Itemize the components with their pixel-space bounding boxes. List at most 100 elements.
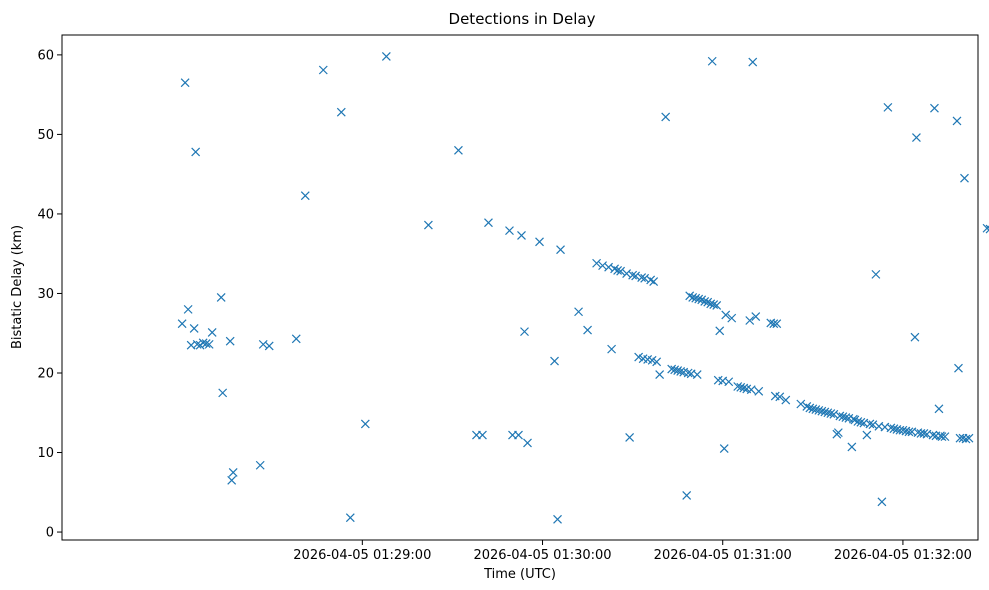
data-point	[982, 223, 989, 233]
y-tick-label: 0	[46, 526, 54, 541]
data-point	[227, 475, 237, 485]
data-point	[751, 312, 761, 321]
data-point	[796, 399, 806, 409]
data-point	[204, 339, 214, 349]
y-tick-label: 10	[37, 446, 54, 461]
data-point	[805, 403, 815, 413]
data-point	[535, 237, 544, 247]
data-point	[733, 382, 743, 391]
data-point	[255, 460, 265, 470]
data-point	[877, 497, 887, 507]
data-point	[781, 395, 791, 405]
data-point	[655, 370, 665, 380]
data-point	[694, 294, 704, 304]
y-axis-label: Bistatic Delay (km)	[10, 225, 25, 349]
data-point	[871, 269, 881, 279]
data-point	[814, 405, 824, 415]
data-point	[360, 419, 370, 429]
data-point	[746, 385, 756, 395]
data-point	[318, 65, 328, 75]
data-point	[201, 339, 211, 348]
data-point	[225, 336, 235, 346]
x-axis: 2026-04-05 01:29:00 2026-04-05 01:30:00 20…	[293, 540, 972, 563]
data-point	[228, 467, 238, 477]
data-point	[700, 296, 710, 306]
data-point	[833, 428, 843, 438]
data-point	[670, 365, 680, 375]
data-point	[607, 344, 617, 354]
data-point	[739, 383, 749, 393]
data-point	[550, 356, 559, 366]
data-point	[553, 514, 562, 524]
data-point	[937, 432, 947, 442]
data-point	[930, 103, 939, 113]
data-point	[736, 382, 746, 392]
data-point	[754, 386, 764, 396]
data-point	[904, 427, 914, 437]
data-point	[291, 334, 301, 344]
data-point	[868, 420, 878, 430]
data-point	[198, 338, 208, 348]
data-point	[853, 417, 863, 426]
data-point	[336, 107, 346, 117]
y-tick-label: 60	[37, 48, 54, 63]
data-point	[478, 430, 487, 440]
data-point	[454, 145, 463, 155]
data-point	[817, 406, 827, 416]
data-point	[862, 430, 872, 440]
data-point	[692, 370, 702, 380]
data-point	[661, 112, 671, 122]
data-point	[727, 313, 737, 323]
plot-frame	[61, 34, 979, 541]
data-point	[484, 218, 493, 228]
data-point	[640, 273, 650, 283]
data-point	[724, 377, 734, 387]
y-tick-label: 40	[37, 207, 54, 222]
data-point	[683, 368, 693, 378]
data-point	[218, 388, 228, 398]
data-points	[177, 52, 989, 524]
y-tick-label: 30	[37, 287, 54, 302]
data-point	[652, 357, 662, 367]
data-point	[811, 405, 821, 414]
data-point	[691, 293, 701, 303]
data-point	[688, 293, 698, 302]
data-point	[520, 327, 529, 337]
data-point	[192, 339, 202, 349]
data-point	[423, 220, 433, 230]
chart-title: Detections in Delay	[449, 10, 596, 28]
data-point	[928, 430, 938, 440]
data-point	[964, 433, 974, 443]
data-point	[775, 392, 785, 402]
data-point	[574, 307, 583, 317]
data-point	[682, 491, 692, 500]
data-point	[954, 363, 963, 373]
data-point	[721, 310, 731, 320]
data-point	[616, 266, 626, 276]
data-point	[264, 341, 274, 351]
data-point	[919, 429, 929, 438]
data-point	[856, 417, 866, 427]
data-point	[820, 407, 830, 417]
data-point	[646, 275, 656, 285]
data-point	[883, 102, 893, 112]
data-point	[514, 430, 523, 440]
data-point	[985, 224, 989, 234]
data-point	[886, 423, 896, 433]
data-point	[649, 277, 659, 286]
data-point	[719, 444, 729, 453]
data-point	[191, 147, 201, 157]
data-point	[628, 270, 638, 280]
data-point	[769, 319, 779, 329]
data-point	[216, 293, 226, 302]
data-point	[631, 271, 641, 281]
data-point	[673, 366, 683, 376]
x-tick-label: 2026-04-05 01:31:00	[654, 548, 792, 563]
data-point	[667, 364, 677, 374]
data-point	[808, 404, 818, 414]
data-point	[300, 191, 310, 201]
y-axis: 0 10 20 30 40 50 60	[37, 48, 62, 541]
data-point	[910, 332, 920, 342]
data-point	[715, 326, 725, 336]
